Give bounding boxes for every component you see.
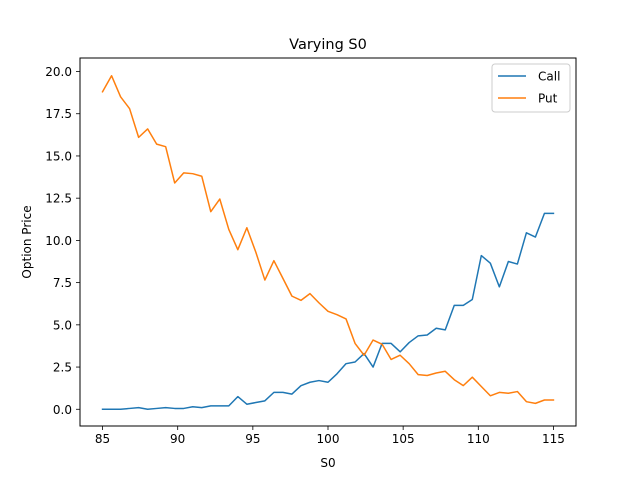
series-line-put bbox=[101, 74, 555, 405]
x-axis-ticks: 85 90 95 100 105 110 115 bbox=[95, 426, 565, 446]
series-lines bbox=[101, 74, 555, 411]
legend-label-call: Call bbox=[538, 70, 560, 84]
y-axis-label: Option Price bbox=[20, 205, 34, 278]
x-tick-label: 90 bbox=[170, 432, 185, 446]
x-tick-label: 95 bbox=[245, 432, 260, 446]
y-tick-label: 15.0 bbox=[45, 149, 72, 163]
y-tick-label: 10.0 bbox=[45, 234, 72, 248]
x-tick-label: 115 bbox=[542, 432, 565, 446]
y-tick-label: 17.5 bbox=[45, 107, 72, 121]
x-axis-label: S0 bbox=[320, 456, 335, 470]
y-tick-label: 7.5 bbox=[53, 276, 72, 290]
y-tick-label: 0.0 bbox=[53, 403, 72, 417]
y-tick-label: 5.0 bbox=[53, 318, 72, 332]
y-axis-ticks: 0.0 2.5 5.0 7.5 10.0 12.5 15.0 17.5 20.0 bbox=[45, 65, 80, 417]
x-tick-label: 110 bbox=[467, 432, 490, 446]
legend-label-put: Put bbox=[538, 92, 558, 106]
x-tick-label: 100 bbox=[317, 432, 340, 446]
y-tick-label: 20.0 bbox=[45, 65, 72, 79]
plot-area-frame bbox=[79, 57, 577, 427]
chart-title: Varying S0 bbox=[289, 37, 367, 53]
y-tick-label: 12.5 bbox=[45, 192, 72, 206]
x-tick-label: 105 bbox=[392, 432, 415, 446]
series-line-call bbox=[101, 212, 555, 411]
legend: Call Put bbox=[491, 63, 571, 113]
y-tick-label: 2.5 bbox=[53, 361, 72, 375]
x-tick-label: 85 bbox=[95, 432, 110, 446]
